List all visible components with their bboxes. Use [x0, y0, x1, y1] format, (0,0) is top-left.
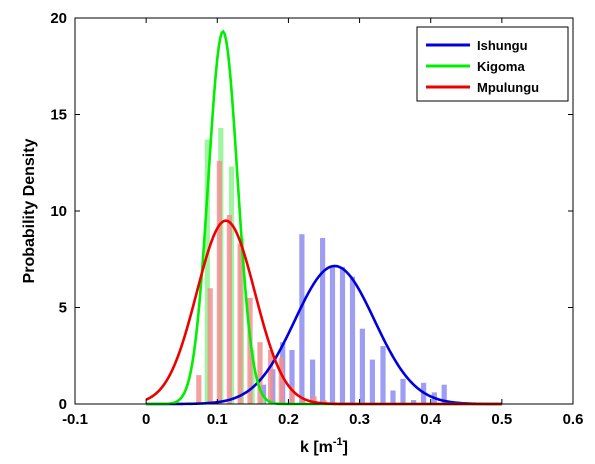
- bar-mpulungu-1: [207, 288, 213, 404]
- y-tick-label-4: 20: [50, 10, 67, 27]
- x-tick-label-5: 0.4: [420, 411, 442, 428]
- y-tick-label-0: 0: [59, 396, 67, 413]
- bar-mpulungu-7: [268, 350, 274, 404]
- legend-label-mpulungu: Mpulungu: [477, 80, 539, 95]
- bar-mpulungu-0: [196, 375, 202, 404]
- bar-mpulungu-4: [237, 243, 243, 404]
- bar-ishungu-9: [349, 276, 356, 404]
- y-tick-label-3: 15: [50, 107, 67, 124]
- x-axis-label: k [m-1]: [300, 436, 348, 456]
- bar-mpulungu-2: [216, 160, 222, 404]
- y-axis-label: Probability Density: [21, 138, 38, 283]
- bar-ishungu-14: [400, 378, 406, 404]
- bar-mpulungu-10: [300, 398, 306, 404]
- bar-ishungu-15: [411, 400, 417, 404]
- bar-mpulungu-12: [321, 400, 327, 404]
- bar-mpulungu-9: [289, 386, 295, 404]
- x-tick-label-0: -0.1: [62, 411, 88, 428]
- x-tick-label-6: 0.5: [491, 411, 512, 428]
- bar-ishungu-11: [369, 359, 375, 404]
- bar-mpulungu-5: [247, 297, 253, 404]
- legend-label-kigoma: Kigoma: [477, 59, 525, 74]
- bar-ishungu-6: [320, 238, 326, 404]
- bar-ishungu-3: [289, 350, 295, 404]
- bar-mpulungu-8: [278, 357, 284, 404]
- curve-ishungu: [146, 264, 502, 406]
- x-tick-label-1: 0: [142, 411, 150, 428]
- histogram-bars: [196, 128, 447, 404]
- legend: Ishungu Kigoma Mpulungu: [416, 26, 569, 102]
- bar-kigoma-0: [204, 139, 210, 404]
- bar-ishungu-18: [441, 384, 447, 404]
- legend-label-ishungu: Ishungu: [477, 38, 528, 53]
- bar-ishungu-5: [310, 359, 316, 404]
- x-axis-ticks: -0.1 0 0.1 0.2 0.3 0.4 0.5 0.6: [62, 18, 583, 428]
- bar-mpulungu-3: [226, 214, 232, 404]
- x-tick-label-2: 0.1: [207, 411, 228, 428]
- bar-ishungu-13: [390, 390, 396, 404]
- x-tick-label-4: 0.3: [349, 411, 370, 428]
- x-tick-label-7: 0.6: [563, 411, 584, 428]
- bar-ishungu-12: [380, 346, 386, 404]
- bar-ishungu-4: [299, 234, 305, 404]
- x-tick-label-3: 0.2: [278, 411, 299, 428]
- bar-ishungu-10: [359, 328, 365, 404]
- legend-box: [416, 26, 569, 102]
- y-tick-label-1: 5: [59, 300, 67, 317]
- y-tick-label-2: 10: [50, 203, 67, 220]
- bar-mpulungu-11: [311, 396, 317, 404]
- bar-ishungu-7: [329, 267, 336, 404]
- y-axis-ticks: 0 5 10 15 20: [50, 10, 573, 413]
- bar-ishungu-8: [339, 267, 346, 404]
- bar-mpulungu-6: [257, 342, 263, 404]
